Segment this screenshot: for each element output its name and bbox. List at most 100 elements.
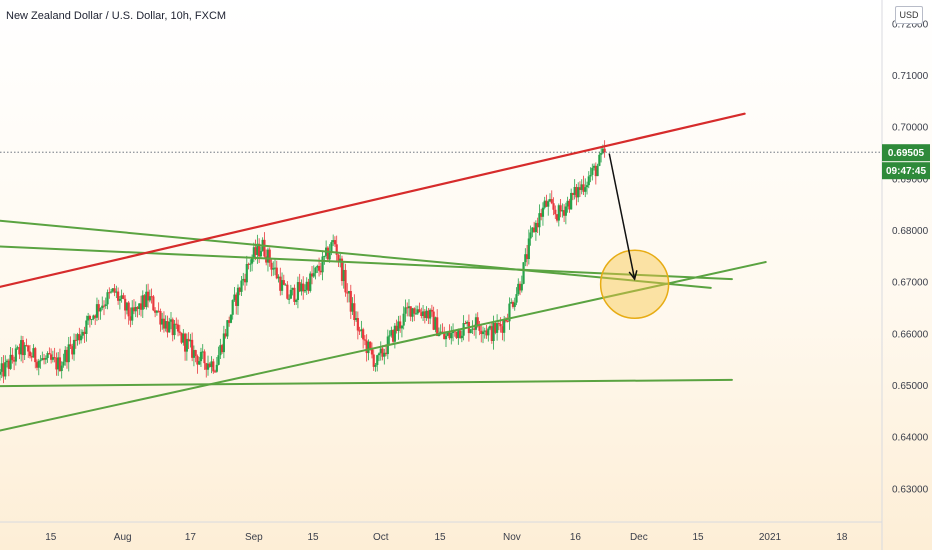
candle-down <box>162 318 166 329</box>
candle-down <box>406 307 409 309</box>
candle-up <box>250 258 254 264</box>
candle-down <box>552 203 555 210</box>
candle-down <box>203 351 206 364</box>
candle-up <box>240 280 243 292</box>
candle-down <box>88 315 92 320</box>
candle-up <box>434 317 437 330</box>
candle-down <box>154 310 157 313</box>
descending-trendline-1 <box>0 219 712 289</box>
candle-up <box>16 347 19 349</box>
time-tick-label: 15 <box>434 532 446 543</box>
candle-down <box>254 247 257 255</box>
candle-up <box>573 186 576 195</box>
candle-up <box>360 329 363 332</box>
candle-down <box>337 254 340 261</box>
candle-down <box>53 357 56 359</box>
candle-down <box>129 316 132 321</box>
candle-down <box>372 354 375 367</box>
time-tick-label: 15 <box>45 532 57 543</box>
time-tick-label: 15 <box>308 532 320 543</box>
candle-down <box>58 357 62 372</box>
candle-up <box>277 276 280 279</box>
candle-down <box>27 345 30 352</box>
candle-down <box>448 332 451 339</box>
candle-up <box>125 302 129 311</box>
candle-up <box>347 290 351 294</box>
candle-down <box>69 344 72 347</box>
candle-up <box>185 338 188 352</box>
candle-up <box>309 273 312 291</box>
candle-down <box>187 338 190 342</box>
candle-up <box>354 318 358 321</box>
candle-up <box>229 314 233 323</box>
candle-up <box>90 319 93 321</box>
time-tick-label: 18 <box>836 532 848 543</box>
candle-up <box>101 305 104 309</box>
candle-down <box>50 354 53 360</box>
candle-down <box>127 302 130 317</box>
candle-up <box>596 165 599 177</box>
candle-down <box>83 331 86 334</box>
time-tick-label: 16 <box>570 532 582 543</box>
candle-up <box>198 361 201 365</box>
candle-up <box>210 361 213 367</box>
candle-up <box>517 283 520 295</box>
candle-down <box>279 276 282 291</box>
candle-down <box>74 339 77 341</box>
candle-up <box>189 339 192 342</box>
candle-up <box>316 265 319 268</box>
candle-down <box>545 200 548 207</box>
candle-up <box>515 294 518 303</box>
candle-down <box>55 357 58 370</box>
candle-up <box>488 326 492 329</box>
candle-down <box>418 309 421 313</box>
candle-down <box>65 349 69 363</box>
candle-up <box>51 357 54 360</box>
candle-up <box>201 351 204 353</box>
candle-up <box>411 308 414 317</box>
candle-down <box>191 339 194 358</box>
time-tick-label: Aug <box>114 532 132 543</box>
candle-down <box>117 291 120 301</box>
candle-down <box>501 326 504 333</box>
currency-button[interactable]: USD <box>895 6 923 24</box>
candle-down <box>194 350 197 356</box>
candle-up <box>111 288 114 292</box>
candle-up <box>414 313 418 315</box>
candle-up <box>503 319 506 333</box>
candle-down <box>381 348 384 357</box>
candle-down <box>413 308 416 314</box>
candle-up <box>303 289 307 292</box>
candle-up <box>339 258 342 261</box>
candle-down <box>568 200 571 210</box>
candle-up <box>226 320 229 337</box>
candle-up <box>46 353 49 359</box>
candle-down <box>205 363 208 370</box>
candle-down <box>7 360 10 369</box>
candle-down <box>136 306 139 309</box>
candle-up <box>37 360 40 368</box>
candle-up <box>520 283 523 291</box>
candle-up <box>266 249 270 263</box>
candle-up <box>305 281 308 290</box>
candle-up <box>601 148 604 154</box>
price-tick-label: 0.69000 <box>892 174 929 185</box>
candle-up <box>379 348 382 354</box>
candle-up <box>561 210 564 212</box>
candle-up <box>388 335 391 337</box>
ascending-trendline <box>0 261 767 432</box>
last-price-tags: 0.69505 09:47:45 <box>882 144 930 180</box>
resistance-trendline <box>0 112 746 288</box>
candle-up <box>390 330 393 336</box>
candle-up <box>182 333 185 343</box>
candle-up <box>393 325 396 342</box>
candle-up <box>79 335 83 341</box>
candle-up <box>141 295 144 310</box>
price-tick-label: 0.67000 <box>892 278 929 289</box>
candle-up <box>446 332 449 336</box>
candle-up <box>120 295 123 299</box>
candle-down <box>594 165 597 177</box>
drawings[interactable] <box>0 112 882 432</box>
